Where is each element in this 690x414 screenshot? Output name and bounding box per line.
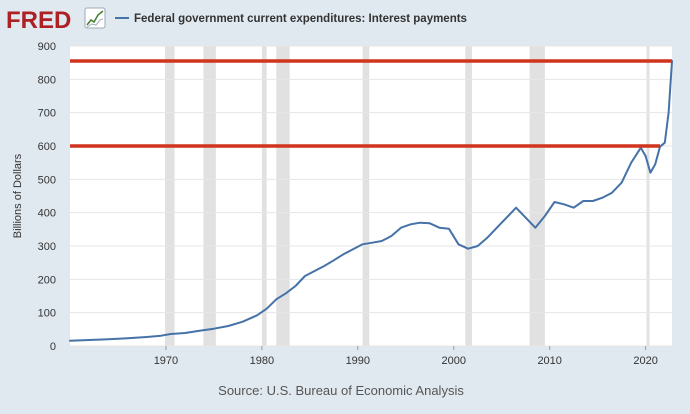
recession-band-4 bbox=[362, 46, 370, 346]
y-tick-label-0: 0 bbox=[50, 341, 56, 353]
y-tick-label-100: 100 bbox=[38, 308, 56, 320]
x-tick-labels: 1970 1980 1990 2000 2010 2020 bbox=[154, 346, 658, 367]
logo-text: FRED bbox=[6, 7, 71, 34]
recession-band-0 bbox=[164, 46, 175, 346]
recession-band-6 bbox=[529, 46, 545, 346]
legend[interactable]: Federal government current expenditures:… bbox=[115, 13, 467, 25]
x-tick-label-2010: 2010 bbox=[537, 355, 561, 367]
logo-graph-icon bbox=[84, 7, 106, 29]
fred-logo[interactable]: FRED bbox=[6, 7, 106, 34]
y-tick-label-700: 700 bbox=[38, 108, 56, 120]
x-tick-label-1990: 1990 bbox=[346, 355, 370, 367]
y-tick-label-400: 400 bbox=[38, 208, 56, 220]
legend-label: Federal government current expenditures:… bbox=[134, 13, 467, 25]
recession-band-2 bbox=[261, 46, 267, 346]
x-tick-label-2020: 2020 bbox=[633, 355, 657, 367]
source-text: Source: U.S. Bureau of Economic Analysis bbox=[218, 383, 464, 398]
plot-area bbox=[70, 46, 672, 346]
y-tick-label-300: 300 bbox=[38, 241, 56, 253]
x-tick-label-1980: 1980 bbox=[250, 355, 274, 367]
recession-bands bbox=[164, 46, 650, 346]
y-tick-label-800: 800 bbox=[38, 74, 56, 86]
recession-band-7 bbox=[646, 46, 650, 346]
y-axis-label: Billions of Dollars bbox=[12, 153, 24, 238]
y-tick-label-900: 900 bbox=[38, 41, 56, 53]
recession-band-5 bbox=[465, 46, 472, 346]
annotation-lines bbox=[70, 59, 672, 148]
series-lines bbox=[69, 60, 673, 342]
y-tick-label-600: 600 bbox=[38, 141, 56, 153]
series-line-0 bbox=[69, 60, 673, 342]
y-tick-labels: 0 100 200 300 400 500 600 700 800 900 bbox=[38, 41, 56, 353]
recession-band-3 bbox=[276, 46, 290, 346]
x-tick-label-2000: 2000 bbox=[442, 355, 466, 367]
x-tick-label-1970: 1970 bbox=[154, 355, 178, 367]
y-tick-label-200: 200 bbox=[38, 274, 56, 286]
y-tick-label-500: 500 bbox=[38, 174, 56, 186]
recession-band-1 bbox=[203, 46, 216, 346]
